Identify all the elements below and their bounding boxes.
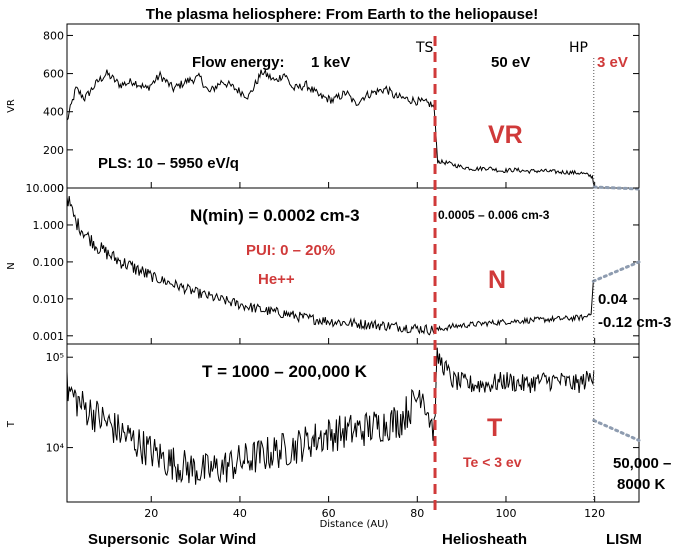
vr-axis-label: VR [6,99,17,113]
heliosheath-density-range: 0.0005 – 0.006 cm-3 [438,208,550,222]
t-panel: 10⁵ 10⁴ 20 40 60 80 100 120 [46,347,641,520]
region-lism: LISM [606,531,642,548]
n-min-label: N(min) = 0.0002 cm-3 [190,206,360,225]
t-ytick-label: 10⁴ [46,442,65,455]
vr-ytick-label: 200 [43,144,64,157]
lism-density-line2: -0.12 cm-3 [598,314,671,331]
vr-lism-extrapolation-line [592,185,641,191]
n-ytick-label: 1.000 [33,219,65,232]
n-ytick-label: 0.010 [33,293,65,306]
chart-title: The plasma heliosphere: From Earth to th… [146,6,539,23]
vr-series-label: VR [488,121,523,149]
x-axis-label: Distance (AU) [320,519,389,530]
n-panel: 10.000 1.000 0.100 0.010 0.001 [26,182,641,344]
x-tick-label: 20 [144,507,158,520]
x-tick-label: 60 [322,507,336,520]
flow-energy-heliosheath: 50 eV [491,54,530,71]
t-data-line [66,347,595,485]
vr-ytick-label: 800 [43,29,64,42]
he-label: He++ [258,271,295,288]
vr-ytick-label: 0 [57,182,64,195]
x-tick-label: 120 [584,507,605,520]
t-panel-frame [66,343,640,503]
t-axis-label: T [6,420,17,428]
lism-temp-line2: 8000 K [617,476,666,493]
n-series-label: N [488,266,506,294]
x-tick-label: 100 [495,507,516,520]
vr-ytick-label: 400 [43,106,64,119]
boundary-lines [433,36,595,510]
n-ytick-label: 10.000 [26,182,65,195]
t-lism-extrapolation-line [592,418,641,442]
n-ytick-label: 0.100 [33,256,65,269]
vr-panel: 800 600 400 200 0 [43,29,641,195]
flow-energy-lism: 3 eV [597,54,628,71]
n-ytick-label: 0.001 [33,330,65,343]
instrument-label: PLS: 10 – 5950 eV/q [98,155,239,172]
ts-label: TS [415,40,434,56]
temperature-range-label: T = 1000 – 200,000 K [202,362,368,381]
electron-temp-label: Te < 3 ev [463,454,522,470]
region-heliosheath: Heliosheath [442,531,527,548]
hp-label: HP [569,40,588,56]
region-supersonic: Supersonic Solar Wind [88,531,256,548]
n-lism-extrapolation-line [591,260,641,283]
t-series-label: T [487,414,502,442]
x-tick-label: 40 [233,507,247,520]
vr-data-line [66,68,595,188]
n-axis-label: N [6,262,17,269]
n-data-line [66,195,594,336]
n-min-text: N(min) = 0.0002 cm-3 [190,206,360,225]
flow-energy-solar-wind: 1 keV [311,54,350,71]
x-tick-label: 80 [410,507,424,520]
lism-temp-line1: 50,000 – [613,455,671,472]
vr-ytick-label: 600 [43,68,64,81]
t-ytick-label: 10⁵ [46,351,64,364]
lism-density-line1: 0.04 [598,291,628,308]
flow-energy-label: Flow energy: [192,54,285,71]
pui-label: PUI: 0 – 20% [246,242,335,259]
